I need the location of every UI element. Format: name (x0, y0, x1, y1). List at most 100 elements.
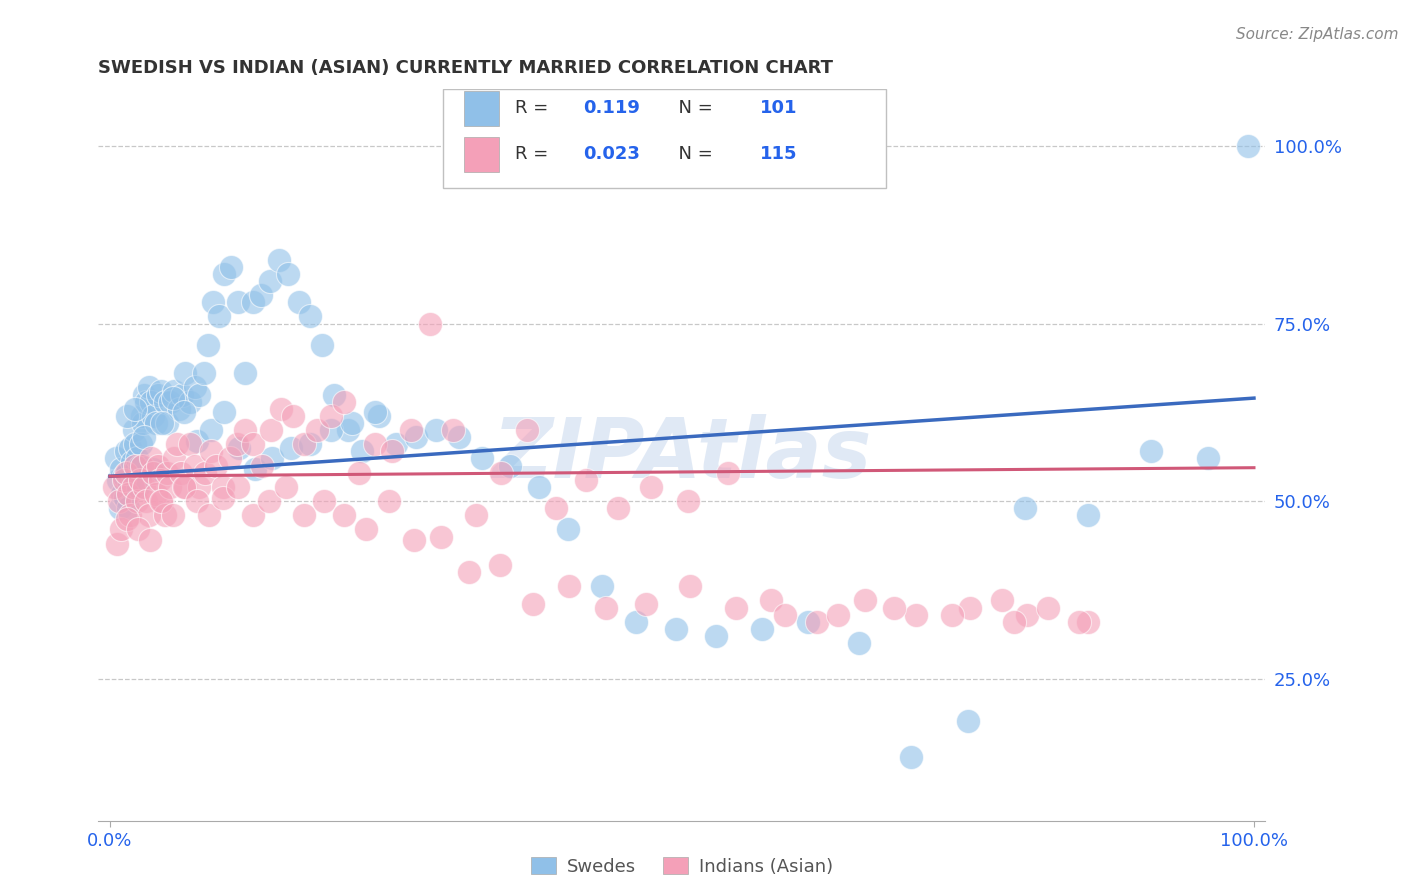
Point (557, 523, 579, 537)
Point (156, 416, 179, 430)
Point (242, 508, 264, 523)
Point (201, 295, 224, 310)
Point (704, 629, 727, 643)
Point (121, 473, 143, 487)
Point (120, 508, 142, 523)
Point (257, 494, 280, 508)
Point (134, 480, 156, 494)
Point (197, 338, 219, 352)
Point (139, 533, 162, 548)
Point (226, 295, 249, 310)
Point (679, 579, 702, 593)
Point (419, 317, 441, 331)
Point (333, 508, 356, 523)
Point (606, 501, 628, 516)
Point (381, 444, 404, 458)
Point (132, 416, 155, 430)
Point (214, 405, 236, 419)
Point (124, 458, 146, 473)
Point (188, 387, 211, 401)
Point (115, 466, 138, 480)
Point (162, 391, 184, 405)
Point (107, 473, 129, 487)
Point (499, 458, 522, 473)
Point (228, 441, 250, 455)
Point (103, 480, 125, 494)
Point (759, 593, 782, 607)
Point (311, 338, 333, 352)
Point (127, 494, 149, 508)
Point (142, 462, 165, 476)
Point (170, 466, 193, 480)
Point (142, 466, 165, 480)
Point (243, 462, 266, 476)
Point (883, 600, 905, 615)
Point (1036, 600, 1059, 615)
Point (544, 501, 567, 516)
Point (281, 409, 304, 423)
Point (425, 423, 447, 437)
Point (274, 480, 297, 494)
Point (118, 476, 141, 491)
Point (575, 473, 598, 487)
Point (557, 579, 579, 593)
Point (150, 494, 173, 508)
Point (447, 430, 470, 444)
Point (717, 466, 740, 480)
FancyBboxPatch shape (443, 89, 886, 188)
Point (364, 437, 387, 451)
Point (179, 437, 201, 451)
Point (250, 458, 273, 473)
Point (163, 384, 186, 398)
Point (186, 494, 208, 508)
Point (900, 749, 922, 764)
Text: 0.119: 0.119 (582, 99, 640, 117)
Point (292, 508, 315, 523)
Text: N =: N = (666, 99, 718, 117)
Point (127, 523, 149, 537)
Point (1140, 444, 1163, 458)
Point (112, 469, 135, 483)
Point (367, 409, 389, 423)
Point (1237, 139, 1260, 153)
Point (146, 387, 169, 401)
Point (676, 494, 699, 508)
FancyBboxPatch shape (464, 91, 499, 126)
Point (127, 480, 149, 494)
Point (135, 394, 157, 409)
Point (280, 441, 302, 455)
Point (1014, 501, 1036, 516)
Point (941, 607, 963, 622)
Point (640, 480, 662, 494)
Point (853, 593, 876, 607)
Point (131, 409, 153, 423)
Point (287, 295, 309, 310)
Point (827, 607, 849, 622)
Point (117, 501, 139, 516)
Point (111, 487, 134, 501)
Point (354, 523, 377, 537)
Point (120, 441, 142, 455)
Point (121, 480, 143, 494)
Point (156, 466, 179, 480)
Point (149, 473, 172, 487)
Point (145, 416, 167, 430)
Point (105, 537, 128, 551)
Text: Source: ZipAtlas.com: Source: ZipAtlas.com (1236, 27, 1399, 42)
Point (200, 444, 222, 458)
Point (134, 430, 156, 444)
Point (194, 466, 217, 480)
Point (624, 615, 647, 629)
Point (112, 473, 135, 487)
Point (385, 437, 408, 451)
Point (250, 288, 273, 302)
Point (323, 387, 346, 401)
Point (1002, 615, 1025, 629)
Point (174, 480, 197, 494)
Point (636, 597, 658, 611)
Point (225, 437, 247, 451)
Point (183, 458, 205, 473)
Point (212, 480, 235, 494)
Point (333, 394, 356, 409)
Point (170, 387, 193, 401)
